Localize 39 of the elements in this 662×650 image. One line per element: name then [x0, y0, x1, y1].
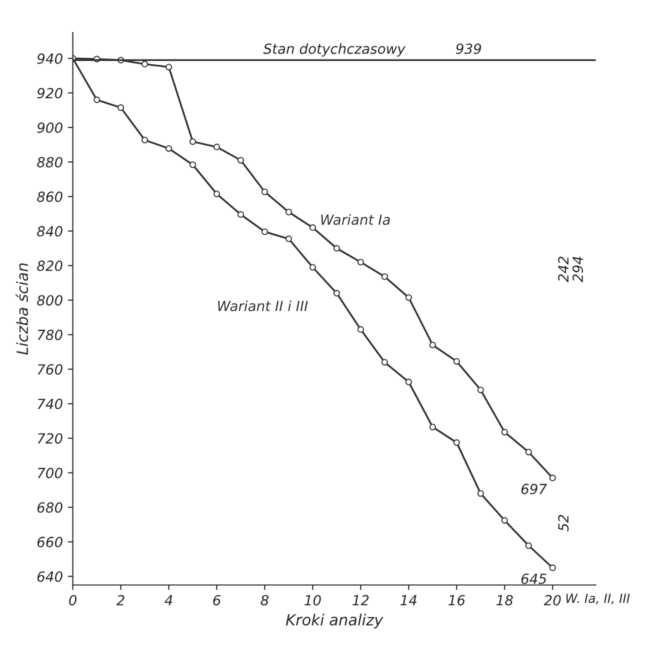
x-tick-label: 6	[213, 594, 221, 606]
y-axis-title: Liczba ścian	[16, 263, 28, 355]
x-tick-label: 16	[448, 594, 465, 606]
annotation: 294	[572, 256, 584, 282]
y-tick-label: 720	[38, 433, 62, 444]
y-tick-label: 800	[37, 295, 62, 306]
y-tick-label: 700	[38, 468, 62, 478]
y-tick-label: 740	[38, 398, 62, 410]
y-tick-label: 840	[37, 226, 62, 237]
annotation: 939	[456, 43, 482, 54]
y-tick-label: 940	[37, 53, 62, 64]
y-tick-label: 880	[37, 156, 62, 168]
x-tick-label: 12	[352, 594, 369, 606]
ref-line-label: Stan dotychczasowy	[263, 43, 406, 57]
annotation: 242	[558, 256, 568, 282]
y-tick-label: 640	[37, 571, 62, 582]
y-tick-label: 780	[38, 330, 62, 340]
x-tick-label: 8	[260, 594, 269, 606]
x-tick-label: 14	[400, 595, 417, 606]
y-tick-label: 680	[37, 502, 62, 513]
text: W. Ia, II, III	[566, 594, 630, 604]
y-tick-label: 920	[37, 88, 62, 98]
x-tick-label: 4	[164, 595, 172, 606]
x-tick-label: 0	[69, 594, 77, 606]
y-tick-label: 660	[37, 536, 62, 548]
y-tick-label: 760	[38, 364, 62, 375]
series-label: Wariant II i III	[218, 300, 308, 312]
x-tick-label: 2	[116, 594, 124, 606]
series-label: Wariant Ia	[321, 214, 390, 225]
x-tick-label: 20	[544, 594, 561, 606]
y-tick-label: 900	[37, 122, 62, 133]
y-tick-label: 820	[37, 260, 62, 272]
y-tick-label: 860	[37, 191, 62, 202]
data-label: 697	[521, 484, 547, 494]
x-tick-label: 18	[496, 594, 513, 606]
data-label: 645	[521, 574, 546, 584]
x-tick-label: 10	[304, 594, 321, 606]
annotation: 52	[558, 514, 569, 532]
x-axis-title: Kroki analizy	[286, 614, 384, 629]
